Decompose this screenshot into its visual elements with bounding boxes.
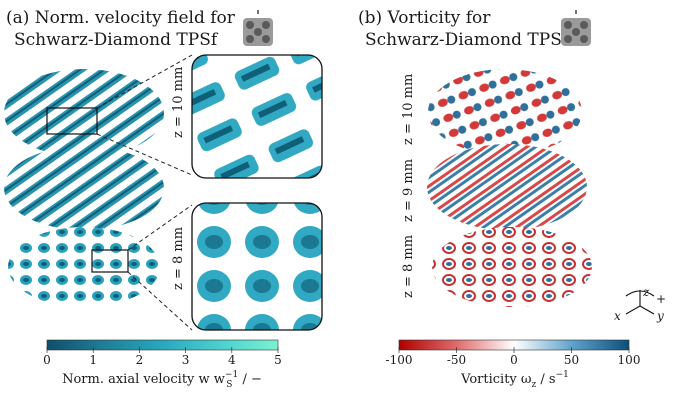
velocity-colorbar: [46, 339, 279, 351]
zoom-label-z10: z = 10 mm: [171, 67, 186, 138]
velocity-slice-z10: [4, 69, 164, 157]
vorticity-label-z8: z = 8 mm: [401, 235, 416, 298]
velocity-slice-z9: [4, 146, 164, 230]
vorticity-colorbar-tick-label: 100: [618, 353, 641, 367]
zoom-inset-bottom: [191, 202, 323, 331]
velocity-colorbar-tick-label: 2: [136, 353, 144, 367]
zoom-label-z8: z = 8 mm: [171, 227, 186, 290]
velocity-colorbar-tick-label: 0: [43, 353, 51, 367]
vorticity-colorbar-ticks: -100 -50 0 50 100: [386, 347, 641, 367]
axes-glyph: [625, 290, 655, 315]
panel-a-title-line1: (a) Norm. velocity field for: [6, 8, 236, 28]
axis-x-label: x: [614, 309, 621, 323]
vorticity-label-z9: z = 9 mm: [401, 159, 416, 222]
vorticity-colorbar-tick-label: 0: [510, 353, 518, 367]
vorticity-slice-z8: [432, 227, 592, 307]
vorticity-colorbar-tick-label: 50: [564, 353, 579, 367]
vorticity-slice-z10: [428, 69, 582, 155]
tpms-cell-icon: [243, 10, 273, 46]
zoom-inset-top: [191, 54, 323, 179]
vorticity-label-z10: z = 10 mm: [401, 74, 416, 145]
velocity-slice-z8: [8, 227, 160, 307]
velocity-colorbar-label: Norm. axial velocity w w−1 S / −: [62, 370, 262, 390]
velocity-colorbar-tick-label: 3: [182, 353, 190, 367]
panel-a-title-line2: Schwarz-Diamond TPSf: [14, 30, 219, 50]
panel-b-title-line1: (b) Vorticity for: [358, 8, 491, 28]
tpms-cell-icon: [561, 10, 591, 46]
panel-b-title-line2: Schwarz-Diamond TPSf: [365, 30, 570, 50]
axis-y-label: y: [656, 309, 664, 323]
axis-plus-label: +: [656, 292, 666, 306]
vorticity-colorbar-label: Vorticity ωz / s−1: [460, 370, 569, 390]
vorticity-colorbar-tick-label: -100: [386, 353, 413, 367]
zoom-connectors: [96, 54, 193, 331]
velocity-colorbar-tick-label: 4: [228, 353, 236, 367]
vorticity-slice-z9: [427, 144, 587, 230]
vorticity-colorbar-tick-label: -50: [447, 353, 466, 367]
velocity-colorbar-tick-label: 5: [274, 353, 282, 367]
axis-z-label: z: [642, 285, 650, 299]
velocity-colorbar-tick-label: 1: [89, 353, 97, 367]
velocity-colorbar-ticks: 0 1 2 3 4 5: [43, 347, 282, 367]
